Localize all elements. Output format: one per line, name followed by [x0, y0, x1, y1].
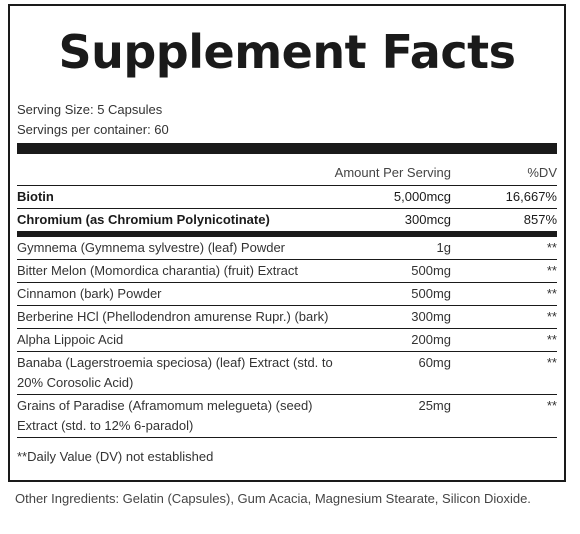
- ingredient-name: Banaba (Lagerstroemia speciosa) (leaf) E…: [17, 355, 333, 390]
- ingredient-amount: 60mg: [418, 355, 451, 370]
- ingredient-dv: **: [546, 240, 557, 255]
- other-ingredients: Other Ingredients: Gelatin (Capsules), G…: [15, 491, 531, 506]
- medium-divider: [17, 231, 557, 237]
- ingredient-dv: **: [546, 309, 557, 324]
- nutrient-row: Biotin 5,000mcg 16,667%: [17, 186, 557, 209]
- panel-title: Supplement Facts: [58, 25, 517, 79]
- ingredient-row: Grains of Paradise (Aframomum melegueta)…: [17, 395, 557, 438]
- nutrient-name: Biotin: [17, 189, 54, 204]
- ingredient-name: Bitter Melon (Momordica charantia) (frui…: [17, 263, 299, 278]
- ingredient-name: Berberine HCl (Phellodendron amurense Ru…: [17, 309, 329, 324]
- supplement-facts-panel: Supplement Facts Serving Size: 5 Capsule…: [8, 4, 566, 482]
- dv-footnote: **Daily Value (DV) not established: [17, 449, 214, 464]
- serving-info: Serving Size: 5 Capsules Servings per co…: [17, 100, 557, 140]
- ingredient-row: Cinnamon (bark) Powder 500mg **: [17, 283, 557, 306]
- nutrient-amount: 5,000mcg: [393, 189, 451, 204]
- ingredient-amount: 500mg: [411, 286, 451, 301]
- ingredient-name: Grains of Paradise (Aframomum melegueta)…: [17, 398, 313, 433]
- ingredient-amount: 300mg: [411, 309, 451, 324]
- ingredient-row: Bitter Melon (Momordica charantia) (frui…: [17, 260, 557, 283]
- ingredient-dv: **: [546, 263, 557, 278]
- nutrient-name: Chromium (as Chromium Polynicotinate): [17, 212, 270, 227]
- ingredient-row: Gymnema (Gymnema sylvestre) (leaf) Powde…: [17, 237, 557, 260]
- ingredient-amount: 200mg: [411, 332, 451, 347]
- ingredient-name: Gymnema (Gymnema sylvestre) (leaf) Powde…: [17, 240, 286, 255]
- ingredient-name: Alpha Lippoic Acid: [17, 332, 124, 347]
- thick-divider: [17, 143, 557, 154]
- nutrient-dv: 857%: [523, 212, 557, 227]
- servings-per-container: Servings per container: 60: [17, 122, 169, 137]
- nutrient-dv: 16,667%: [505, 189, 557, 204]
- amount-column-label: Amount Per Serving: [334, 165, 451, 180]
- ingredient-amount: 500mg: [411, 263, 451, 278]
- column-header: Amount Per Serving %DV: [17, 163, 557, 186]
- serving-size: Serving Size: 5 Capsules: [17, 102, 163, 117]
- ingredient-amount: 25mg: [418, 398, 451, 413]
- ingredient-dv: **: [546, 332, 557, 347]
- ingredient-dv: **: [546, 355, 557, 370]
- ingredient-row: Berberine HCl (Phellodendron amurense Ru…: [17, 306, 557, 329]
- ingredient-row: Banaba (Lagerstroemia speciosa) (leaf) E…: [17, 352, 557, 395]
- ingredient-dv: **: [546, 398, 557, 413]
- nutrient-amount: 300mcg: [404, 212, 451, 227]
- ingredient-amount: 1g: [436, 240, 451, 255]
- ingredient-name: Cinnamon (bark) Powder: [17, 286, 162, 301]
- ingredient-dv: **: [546, 286, 557, 301]
- ingredient-row: Alpha Lippoic Acid 200mg **: [17, 329, 557, 352]
- nutrient-row: Chromium (as Chromium Polynicotinate) 30…: [17, 209, 557, 231]
- dv-column-label: %DV: [527, 165, 557, 180]
